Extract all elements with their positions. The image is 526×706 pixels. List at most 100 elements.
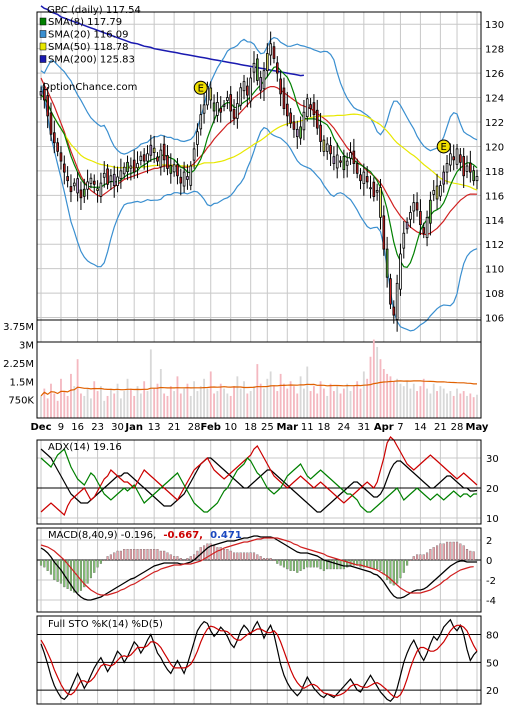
macd-histogram-bar [402,559,405,573]
candle-body [169,165,173,174]
volume-bar [336,386,339,418]
candle [136,151,139,179]
candle-body [249,77,252,102]
candle [462,147,465,188]
candle [375,183,379,201]
price-y-tick: 130 [485,20,504,31]
candle [295,120,299,149]
candle-body [199,114,203,130]
volume-bar [119,398,122,418]
candle [229,86,233,124]
volume-bar [356,381,359,418]
macd-y-tick: 2 [486,536,492,547]
macd-histogram-bar [73,559,76,593]
candle-body [325,143,329,152]
volume-bar [50,383,52,418]
candle-body [116,176,119,186]
macd-histogram-bar [302,559,305,570]
macd-histogram-bar [196,550,199,561]
macd-histogram-bar [236,552,239,561]
candle [129,157,133,181]
candle [59,146,63,170]
candle [419,199,422,236]
macd-histogram-bar [139,549,142,561]
volume-bar [96,391,99,418]
candle-body [299,126,302,139]
volume-bar [143,381,146,418]
candle-body [435,185,439,200]
macd-histogram-bar [316,559,319,568]
volume-bar [279,373,282,418]
price-y-tick: 126 [485,69,504,80]
macd-histogram-bar [455,541,459,561]
candle [139,151,143,166]
macd-histogram-bar [173,556,176,561]
candle-body [375,190,379,193]
volume-bar [369,356,372,418]
candle [119,158,123,189]
x-tick-label: 21 [168,422,181,433]
candle [99,172,103,204]
legend-entry: SMA(200) 125.83 [48,55,135,66]
volume-bar [169,386,172,418]
volume-bar [392,381,395,418]
macd-histogram-bar [153,549,156,561]
candle [272,41,276,64]
candle-body [379,187,382,218]
candle-body [415,202,419,211]
earnings-circle [436,139,451,154]
candle [349,142,352,165]
volume-bar [103,400,106,418]
bollinger-lower [40,85,478,332]
volume-bar [246,393,249,418]
volume-bar [379,359,382,418]
volume-bar [60,378,62,418]
candle-body [49,112,53,135]
volume-bar [213,393,215,418]
adx-title: ADX(14) 19.16 [48,442,122,453]
candle-body [262,70,266,90]
candle [475,169,479,190]
chart-title: GPC (daily) 117.54 [47,5,141,16]
volume-bar [129,388,132,418]
candle-body [282,87,286,109]
macd-histogram-bar [465,549,469,561]
macd-histogram-bar [276,559,279,564]
volume-bar [346,383,349,418]
candle [429,191,432,236]
volume-bar [269,371,272,418]
candle [315,99,319,135]
macd-y-tick: -4 [486,596,496,607]
candle-body [425,216,429,239]
macd-histogram-bar [96,559,99,568]
macd-histogram-bar [289,559,292,571]
macd-histogram-bar [103,559,106,561]
candle-body [43,88,46,101]
candle [126,155,129,181]
candle-body [269,43,272,56]
candle-body [359,174,362,182]
candle-body [186,176,189,180]
macd-title-hist: 0.471 [210,530,242,541]
macd-histogram-bar [322,559,325,571]
earnings-label: E [198,83,204,94]
candle-body [192,148,196,161]
candle [472,165,475,186]
macd-histogram-bar [259,556,262,561]
macd-histogram-bar [159,550,162,561]
volume-bar [472,397,475,418]
volume-bar [449,391,452,418]
x-tick-label: 9 [58,422,64,433]
candle [279,70,282,107]
price-y-tick: 112 [485,240,504,251]
volume-bar [426,388,428,418]
volume-bar [226,393,229,418]
candle [172,159,176,177]
candle [69,174,73,203]
macd-title-main: MACD(8,40,9) -0.196, [48,530,156,541]
volume-bar [396,378,399,418]
x-tick-label: Jan [124,422,143,433]
candle [156,152,159,166]
volume-bar [253,386,255,418]
candle [79,181,83,210]
